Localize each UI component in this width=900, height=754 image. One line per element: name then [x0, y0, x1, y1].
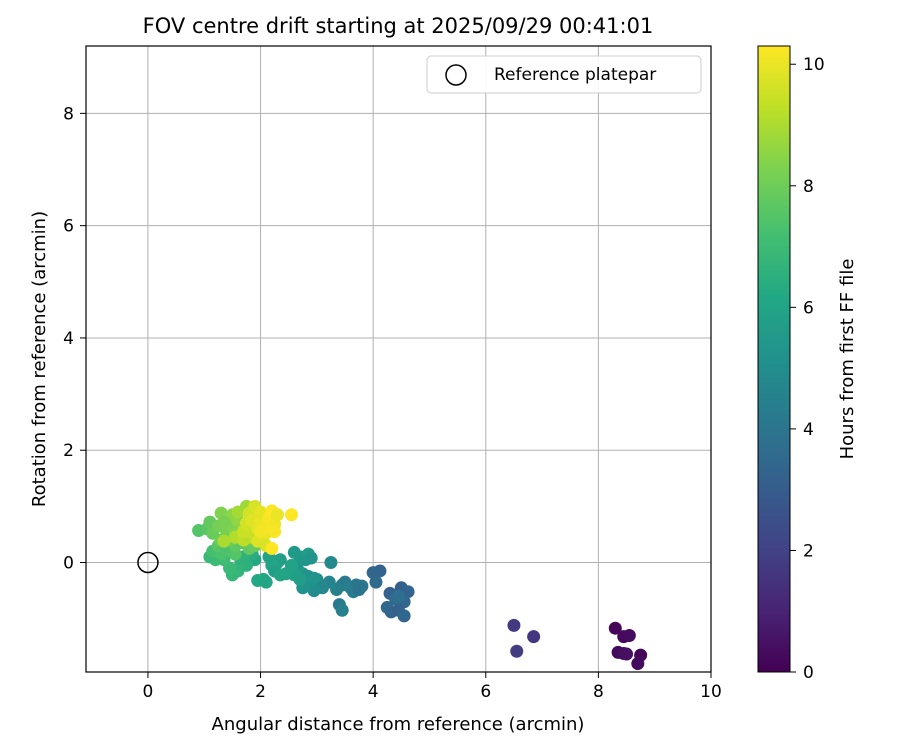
x-axis-label: Angular distance from reference (arcmin): [212, 714, 585, 735]
legend-reference-label: Reference platepar: [494, 65, 656, 85]
data-point: [270, 508, 284, 522]
data-point: [304, 551, 318, 565]
data-point: [507, 618, 521, 632]
x-tick-label: 6: [480, 682, 491, 702]
colorbar-tick-label: 10: [803, 55, 825, 75]
x-tick-label: 2: [255, 682, 266, 702]
colorbar-tick-label: 6: [803, 298, 814, 318]
colorbar-tick-label: 2: [803, 541, 814, 561]
x-tick-label: 4: [368, 682, 379, 702]
plot-frame: [85, 45, 712, 673]
colorbar-tick-label: 0: [803, 663, 814, 683]
data-point: [324, 556, 338, 570]
data-point: [307, 571, 321, 585]
data-point: [268, 525, 282, 539]
colorbar-tick-label: 4: [803, 420, 814, 440]
data-point: [608, 621, 622, 635]
data-point: [622, 629, 636, 643]
x-tick-label: 10: [700, 682, 722, 702]
data-point: [259, 575, 273, 589]
x-axis-ticks: 0 2 4 6 8 10: [143, 672, 722, 702]
data-points: [192, 499, 648, 671]
y-tick-label: 2: [63, 441, 74, 461]
data-point: [620, 647, 634, 661]
data-point: [265, 541, 279, 555]
y-tick-label: 4: [63, 329, 74, 349]
legend-reference-marker: [445, 64, 467, 86]
data-point: [392, 589, 405, 603]
data-point: [527, 630, 541, 644]
data-point: [254, 525, 268, 539]
data-point: [335, 603, 349, 617]
colorbar-gradient: [757, 45, 791, 673]
data-point: [369, 575, 383, 589]
colorbar-tick-label: 8: [803, 177, 814, 197]
y-axis-ticks: 0 2 4 6 8: [63, 104, 86, 574]
data-point: [217, 515, 231, 529]
reference-platepar-marker: [137, 551, 159, 574]
data-point: [285, 508, 299, 522]
colorbar-ticks: 0 2 4 6 8 10: [790, 55, 825, 683]
data-point: [631, 657, 645, 671]
data-point: [510, 644, 524, 658]
data-point: [373, 564, 387, 578]
chart-title: FOV centre drift starting at 2025/09/29 …: [143, 14, 654, 38]
y-tick-label: 0: [63, 554, 74, 574]
y-axis-label: Rotation from reference (arcmin): [29, 211, 50, 507]
colorbar: 0 2 4 6 8 10 Hours from first FF file: [757, 45, 858, 683]
data-point: [273, 568, 287, 582]
x-tick-label: 8: [593, 682, 604, 702]
grid-lines: [86, 46, 712, 672]
legend: Reference platepar: [426, 55, 702, 94]
data-point: [352, 582, 366, 596]
legend-box: [426, 55, 702, 94]
data-point: [217, 534, 231, 548]
data-point: [397, 609, 411, 623]
x-tick-label: 0: [143, 682, 154, 702]
colorbar-label: Hours from first FF file: [837, 259, 858, 460]
y-tick-label: 8: [63, 104, 74, 124]
y-tick-label: 6: [63, 217, 74, 237]
